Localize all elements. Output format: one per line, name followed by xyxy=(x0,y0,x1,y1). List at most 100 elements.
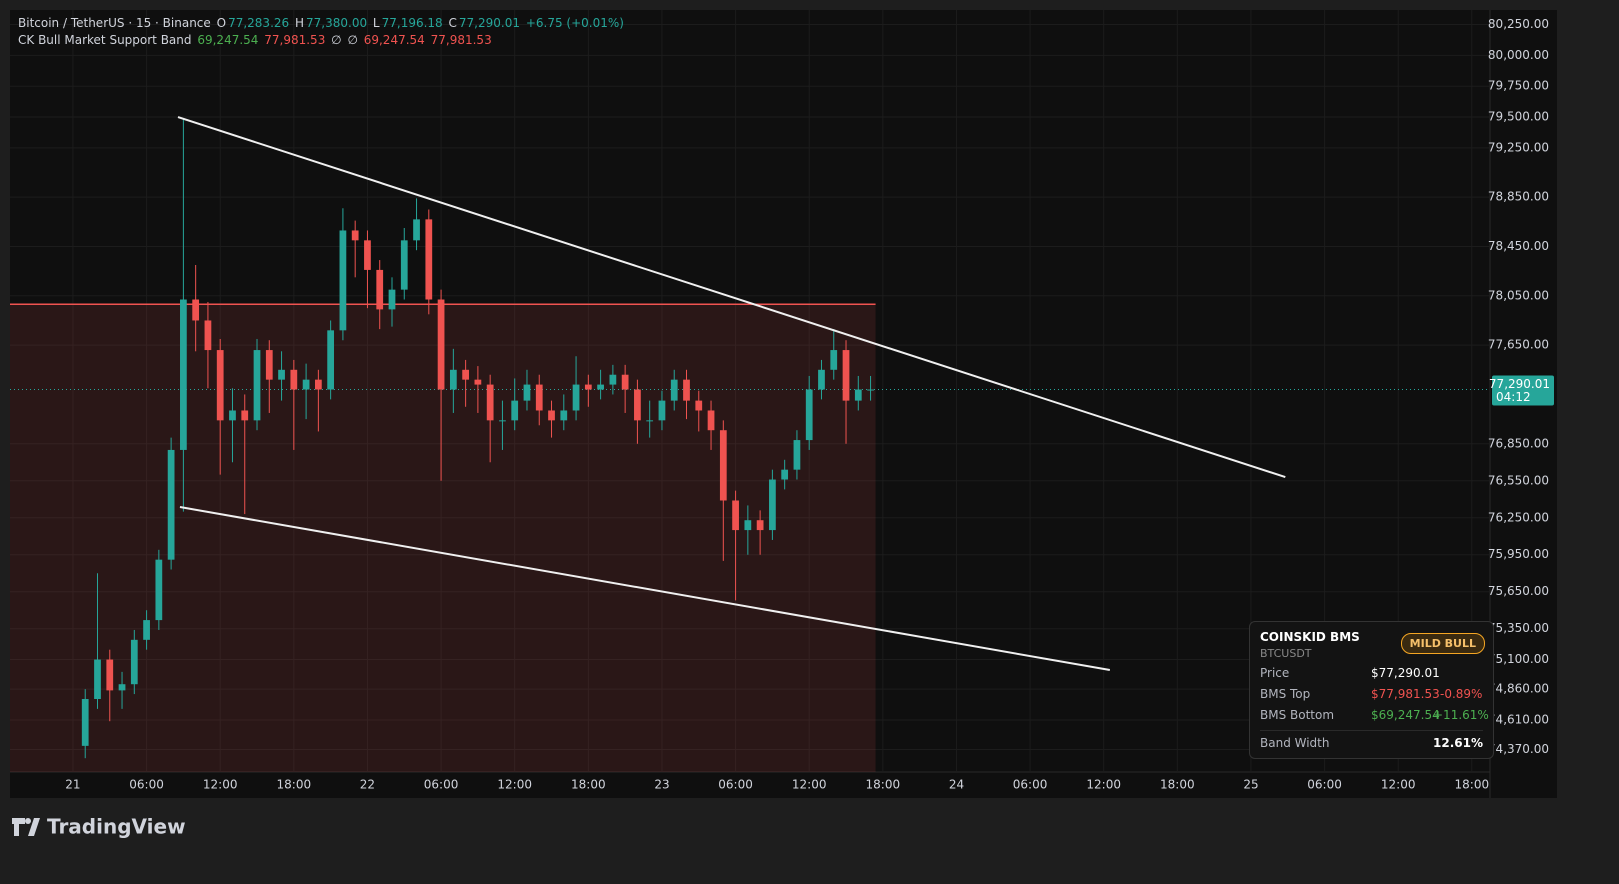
candle-body xyxy=(670,379,678,401)
candle xyxy=(314,369,322,432)
candle-body xyxy=(584,384,592,390)
candle-body xyxy=(351,230,359,241)
x-tick-label: 18:00 xyxy=(571,778,606,792)
candle-body xyxy=(413,219,420,241)
indicator-value: 77,981.53 xyxy=(430,33,492,47)
candle-body xyxy=(769,479,776,531)
candle xyxy=(769,469,776,540)
candle xyxy=(376,260,384,330)
x-tick-label: 12:00 xyxy=(203,778,238,792)
candle xyxy=(572,356,580,421)
y-tick-label: 74,370.00 xyxy=(1488,742,1549,756)
y-tick-label: 75,350.00 xyxy=(1488,621,1549,635)
candle xyxy=(744,505,752,555)
candle-body xyxy=(560,410,568,421)
indicator-value: ∅ xyxy=(331,33,342,47)
candle xyxy=(584,374,592,407)
x-tick-label: 12:00 xyxy=(792,778,827,792)
candle xyxy=(793,430,801,480)
candle xyxy=(216,338,224,475)
candle-body xyxy=(376,269,384,310)
candle-body xyxy=(265,350,273,380)
x-tick-label: 18:00 xyxy=(866,778,901,792)
x-tick-label: 06:00 xyxy=(129,778,164,792)
candle-body xyxy=(707,410,715,431)
y-tick-label: 80,000.00 xyxy=(1488,48,1549,62)
panel-row: Price $77,290.01 xyxy=(1260,666,1483,686)
panel-badge: MILD BULL xyxy=(1400,633,1485,654)
candle-body xyxy=(314,379,322,390)
row-value: 12.61% xyxy=(1433,736,1483,750)
panel-symbol: BTCUSDT xyxy=(1260,647,1312,660)
candle xyxy=(646,400,654,438)
candle xyxy=(670,369,678,411)
candle-body xyxy=(118,684,126,691)
y-tick-label: 78,850.00 xyxy=(1488,190,1549,204)
candle xyxy=(511,378,519,431)
candle xyxy=(241,394,249,515)
change: +6.75 (+0.01%) xyxy=(525,16,624,30)
candle xyxy=(842,340,850,444)
candle xyxy=(143,610,150,650)
candle xyxy=(106,649,114,722)
candle xyxy=(499,400,506,450)
row-value: $69,247.54 xyxy=(1371,708,1440,722)
candle xyxy=(327,320,335,400)
indicator-value: 77,981.53 xyxy=(264,33,326,47)
candle-body xyxy=(474,379,482,385)
candle xyxy=(388,277,396,327)
candle xyxy=(180,119,187,512)
candle-body xyxy=(192,299,200,321)
candle-body xyxy=(523,384,531,401)
x-tick-label: 18:00 xyxy=(1160,778,1195,792)
candle xyxy=(425,209,433,315)
tradingview-logo xyxy=(12,818,40,836)
panel-row: BMS Bottom $69,247.54 +11.61% xyxy=(1260,708,1489,728)
y-tick-label: 75,650.00 xyxy=(1488,584,1549,598)
candle-body xyxy=(732,500,739,531)
row-label: Price xyxy=(1260,666,1290,680)
candle xyxy=(253,338,261,431)
panel-divider xyxy=(1260,730,1483,731)
ohlc-label: L xyxy=(372,16,380,30)
candle-body xyxy=(695,400,703,411)
candle-body xyxy=(143,620,150,640)
x-tick-label: 18:00 xyxy=(1455,778,1490,792)
candle-body xyxy=(486,384,494,421)
candle xyxy=(265,340,273,413)
candle xyxy=(302,363,310,420)
candle-body xyxy=(180,299,187,450)
y-tick-label: 79,750.00 xyxy=(1488,79,1549,93)
x-tick-label: 12:00 xyxy=(1086,778,1121,792)
candle xyxy=(118,671,126,709)
y-tick-label: 79,250.00 xyxy=(1488,140,1549,154)
candle-body xyxy=(535,384,543,411)
candle xyxy=(155,549,163,630)
y-tick-label: 78,050.00 xyxy=(1488,288,1549,302)
x-tick-label: 25 xyxy=(1243,778,1258,792)
trendline xyxy=(177,116,1286,479)
candle xyxy=(339,208,347,341)
info-panel: COINSKID BMS BTCUSDT MILD BULL Price $77… xyxy=(1249,621,1494,759)
candle-body xyxy=(437,299,445,390)
y-tick-label: 76,550.00 xyxy=(1488,473,1549,487)
candle xyxy=(192,264,200,352)
y-tick-label: 75,100.00 xyxy=(1488,652,1549,666)
candle-body xyxy=(744,520,752,531)
brand: TradingView xyxy=(47,815,186,839)
candle xyxy=(781,459,789,490)
candle xyxy=(634,379,641,444)
candle xyxy=(486,374,494,463)
candle-body xyxy=(621,374,629,390)
candle xyxy=(548,400,555,438)
candle xyxy=(413,198,420,251)
candle-body xyxy=(499,420,506,422)
candle-body xyxy=(658,400,666,421)
candle-body xyxy=(781,469,789,480)
candle-body xyxy=(609,374,617,385)
candle xyxy=(400,227,408,300)
row-change: +11.61% xyxy=(1433,708,1489,722)
candle xyxy=(707,400,715,450)
